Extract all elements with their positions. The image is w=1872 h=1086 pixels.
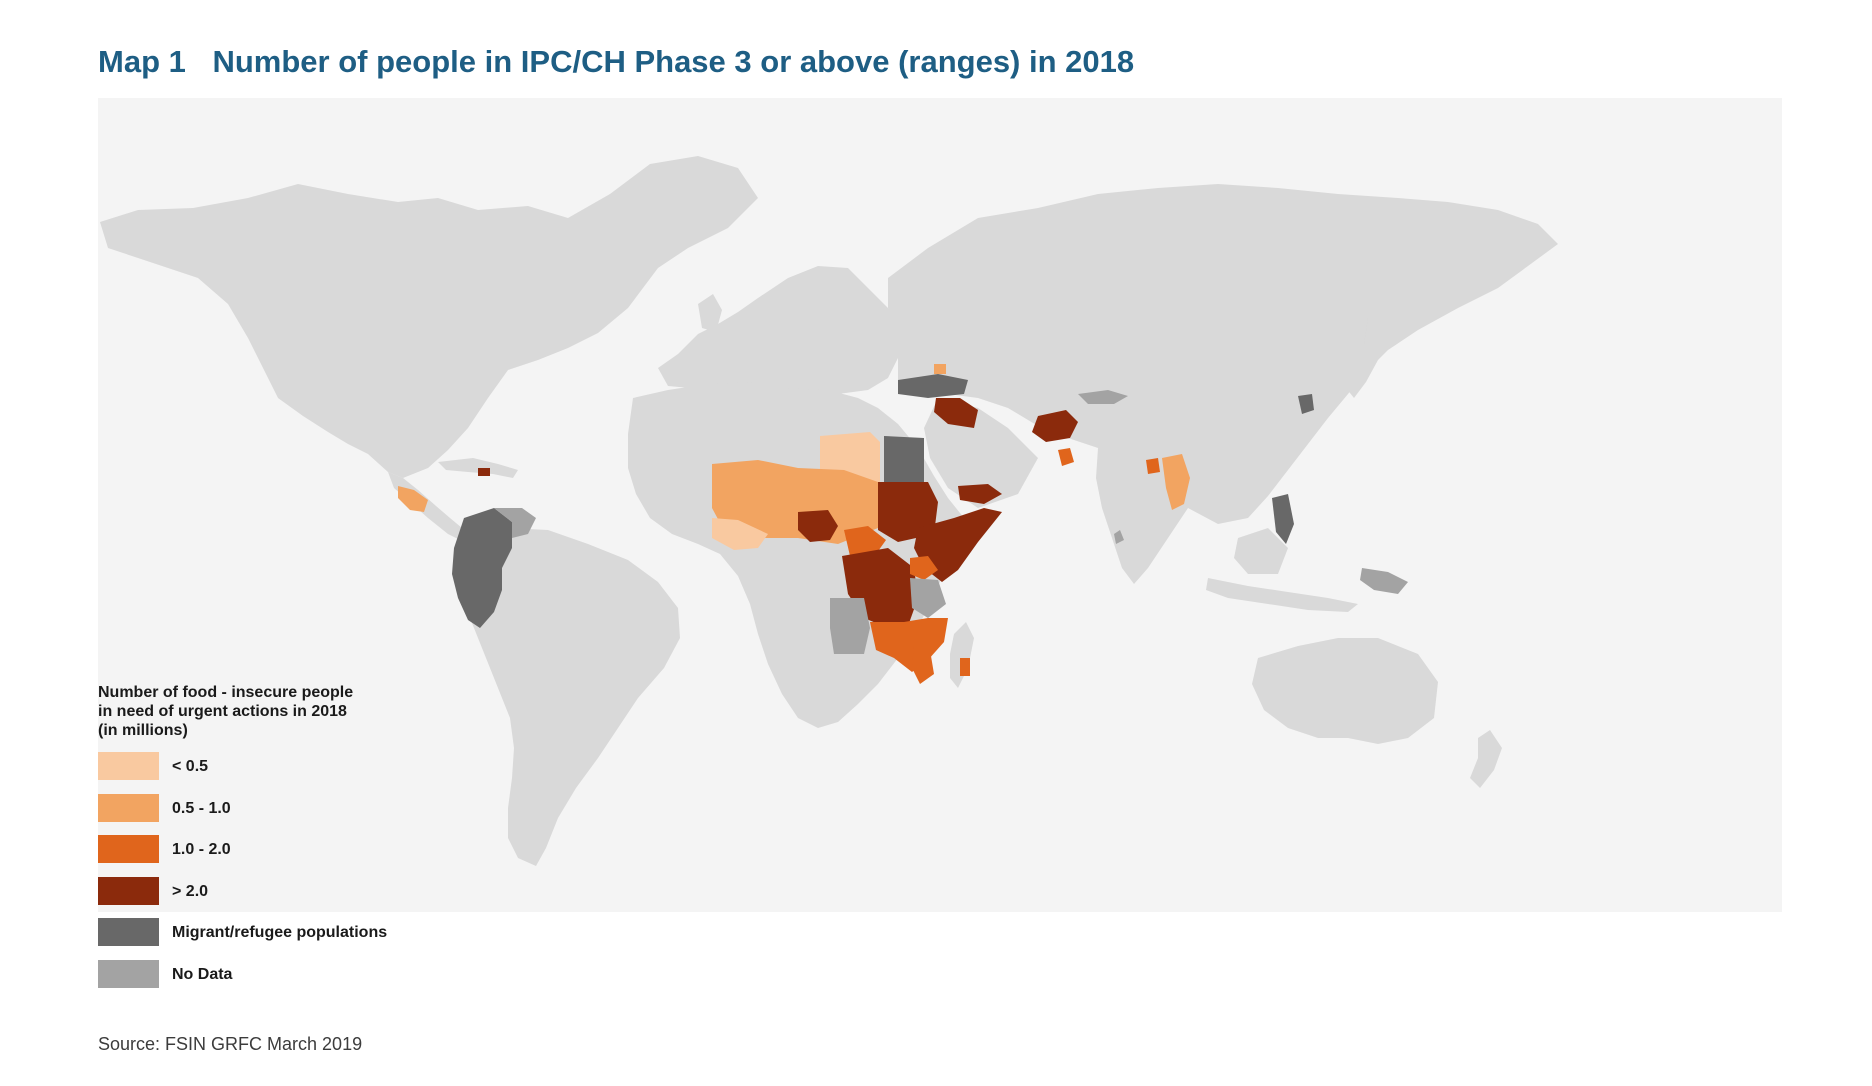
legend-label: Migrant/refugee populations [172, 924, 388, 942]
ethiopia-somalia-dark [914, 508, 1002, 582]
madagascar-orange [960, 658, 970, 676]
legend-swatch [98, 793, 159, 822]
sri-lanka-nodata [1114, 530, 1124, 544]
legend-swatch [98, 752, 159, 780]
india-peninsula [1096, 448, 1188, 584]
nigeria-dark [798, 510, 838, 542]
ukraine-orange [934, 364, 946, 374]
egypt-migrant [884, 436, 924, 482]
bangladesh-orange [1146, 458, 1160, 474]
central-orange [844, 526, 886, 556]
legend-label: 0.5 - 1.0 [172, 799, 231, 817]
world-map [98, 98, 1782, 912]
borneo [1234, 528, 1288, 574]
turkey-migrant [898, 374, 968, 398]
legend-label: < 0.5 [172, 758, 209, 775]
west-africa-light [712, 518, 768, 550]
central-america-orange [398, 486, 428, 512]
japan [1346, 318, 1380, 398]
page-title: Map 1 Number of people in IPC/CH Phase 3… [98, 44, 1134, 80]
uk-ireland [698, 294, 722, 332]
afghanistan-dark [1032, 410, 1078, 442]
legend-title: Number of food - insecure people in need… [98, 683, 428, 740]
philippines-migrant [1272, 494, 1294, 544]
north-korea-migrant [1298, 394, 1314, 414]
legend-label: 1.0 - 2.0 [172, 841, 231, 859]
legend-item: 0.5 - 1.0 [98, 793, 428, 836]
legend-swatch [98, 835, 159, 864]
map-number-label: Map 1 [98, 44, 186, 79]
legend-title-line-2: in need of urgent actions in 2018 [98, 703, 347, 720]
australia-landmass [1252, 638, 1438, 744]
legend-items: < 0.5 0.5 - 1.0 1.0 - 2.0 > 2.0 Migrant/… [98, 752, 428, 1002]
legend-swatch [98, 959, 159, 988]
myanmar-orange [1162, 454, 1190, 510]
source-note: Source: FSIN GRFC March 2019 [98, 1034, 363, 1054]
legend-title-line-1: Number of food - insecure people [98, 684, 354, 701]
kyrgyzstan-nodata [1078, 390, 1128, 404]
legend-item: Migrant/refugee populations [98, 918, 428, 960]
uganda-kenya-orange [910, 556, 938, 580]
europe-landmass [658, 266, 898, 398]
colombia-venezuela-ecuador-peru [452, 508, 512, 628]
legend-item: > 2.0 [98, 876, 428, 919]
mozambique-orange [912, 646, 934, 684]
map-title-text: Number of people in IPC/CH Phase 3 or ab… [212, 44, 1135, 79]
legend-item: 1.0 - 2.0 [98, 835, 428, 877]
legend-title-line-3: (in millions) [98, 722, 188, 739]
legend-label: > 2.0 [172, 882, 209, 900]
north-america-landmass [100, 156, 758, 478]
angola-nodata [830, 598, 870, 654]
west-sahel-mid [712, 460, 878, 544]
pakistan-orange [1058, 448, 1074, 466]
legend-swatch [98, 876, 159, 905]
map-legend: Number of food - insecure people in need… [98, 683, 428, 1002]
madagascar-landmass [950, 622, 974, 688]
yemen-dark [958, 484, 1002, 504]
indonesia-islands [1206, 578, 1358, 612]
syria-iraq-dark [934, 398, 978, 428]
new-zealand [1470, 730, 1502, 788]
legend-label: No Data [172, 965, 233, 983]
asia-landmass [888, 184, 1558, 524]
papua-new-guinea [1360, 568, 1408, 594]
legend-swatch [98, 918, 159, 947]
haiti-marker [478, 468, 490, 476]
legend-item: No Data [98, 959, 428, 1002]
tanzania-nodata [910, 578, 946, 618]
south-america-landmass [462, 528, 680, 866]
venezuela-nodata [494, 508, 536, 538]
legend-item: < 0.5 [98, 752, 428, 794]
arabian-peninsula [924, 398, 1038, 508]
